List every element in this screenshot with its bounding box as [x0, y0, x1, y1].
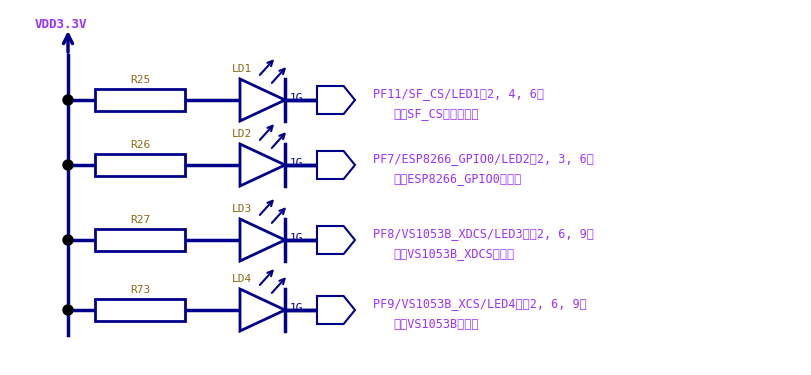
Polygon shape [240, 79, 285, 121]
Text: R25: R25 [130, 75, 150, 85]
Text: 1G: 1G [290, 93, 303, 103]
Circle shape [63, 95, 73, 105]
Text: R27: R27 [130, 215, 150, 225]
Text: 1G: 1G [290, 158, 303, 168]
Polygon shape [240, 144, 285, 186]
Text: VDD3.3V: VDD3.3V [35, 18, 88, 31]
Bar [95, 229, 185, 251]
Text: LD4: LD4 [232, 274, 252, 284]
Text: 1k: 1k [132, 93, 148, 106]
Polygon shape [240, 219, 285, 261]
Text: 1k: 1k [132, 159, 148, 171]
Polygon shape [316, 151, 354, 179]
Text: R73: R73 [130, 285, 150, 295]
Text: （和ESP8266_GPIO0复用）: （和ESP8266_GPIO0复用） [393, 172, 521, 186]
Text: 1G: 1G [290, 233, 303, 243]
Text: PF11/SF_CS/LED1［2, 4, 6］: PF11/SF_CS/LED1［2, 4, 6］ [372, 87, 543, 100]
Text: 1G: 1G [290, 303, 303, 313]
Text: PF9/VS1053B_XCS/LED4　［2, 6, 9］: PF9/VS1053B_XCS/LED4 ［2, 6, 9］ [372, 297, 586, 310]
Bar [95, 89, 185, 111]
Text: 1k: 1k [132, 234, 148, 246]
Text: PF7/ESP8266_GPIO0/LED2［2, 3, 6］: PF7/ESP8266_GPIO0/LED2［2, 3, 6］ [372, 153, 593, 165]
Text: （和SF_CS片选复用）: （和SF_CS片选复用） [393, 108, 478, 120]
Text: LD2: LD2 [232, 129, 252, 139]
Polygon shape [240, 289, 285, 331]
Polygon shape [316, 86, 354, 114]
Text: （和VS1053B复用）: （和VS1053B复用） [393, 318, 478, 330]
Text: PF8/VS1053B_XDCS/LED3　［2, 6, 9］: PF8/VS1053B_XDCS/LED3 ［2, 6, 9］ [372, 228, 593, 240]
Text: R26: R26 [130, 140, 150, 150]
Bar [95, 154, 185, 176]
Bar [95, 299, 185, 321]
Circle shape [63, 305, 73, 315]
Polygon shape [316, 296, 354, 324]
Text: LD1: LD1 [232, 64, 252, 74]
Polygon shape [316, 226, 354, 254]
Text: （和VS1053B_XDCS复用）: （和VS1053B_XDCS复用） [393, 248, 513, 261]
Circle shape [63, 160, 73, 170]
Circle shape [63, 235, 73, 245]
Text: 1k: 1k [132, 303, 148, 316]
Text: LD3: LD3 [232, 204, 252, 214]
